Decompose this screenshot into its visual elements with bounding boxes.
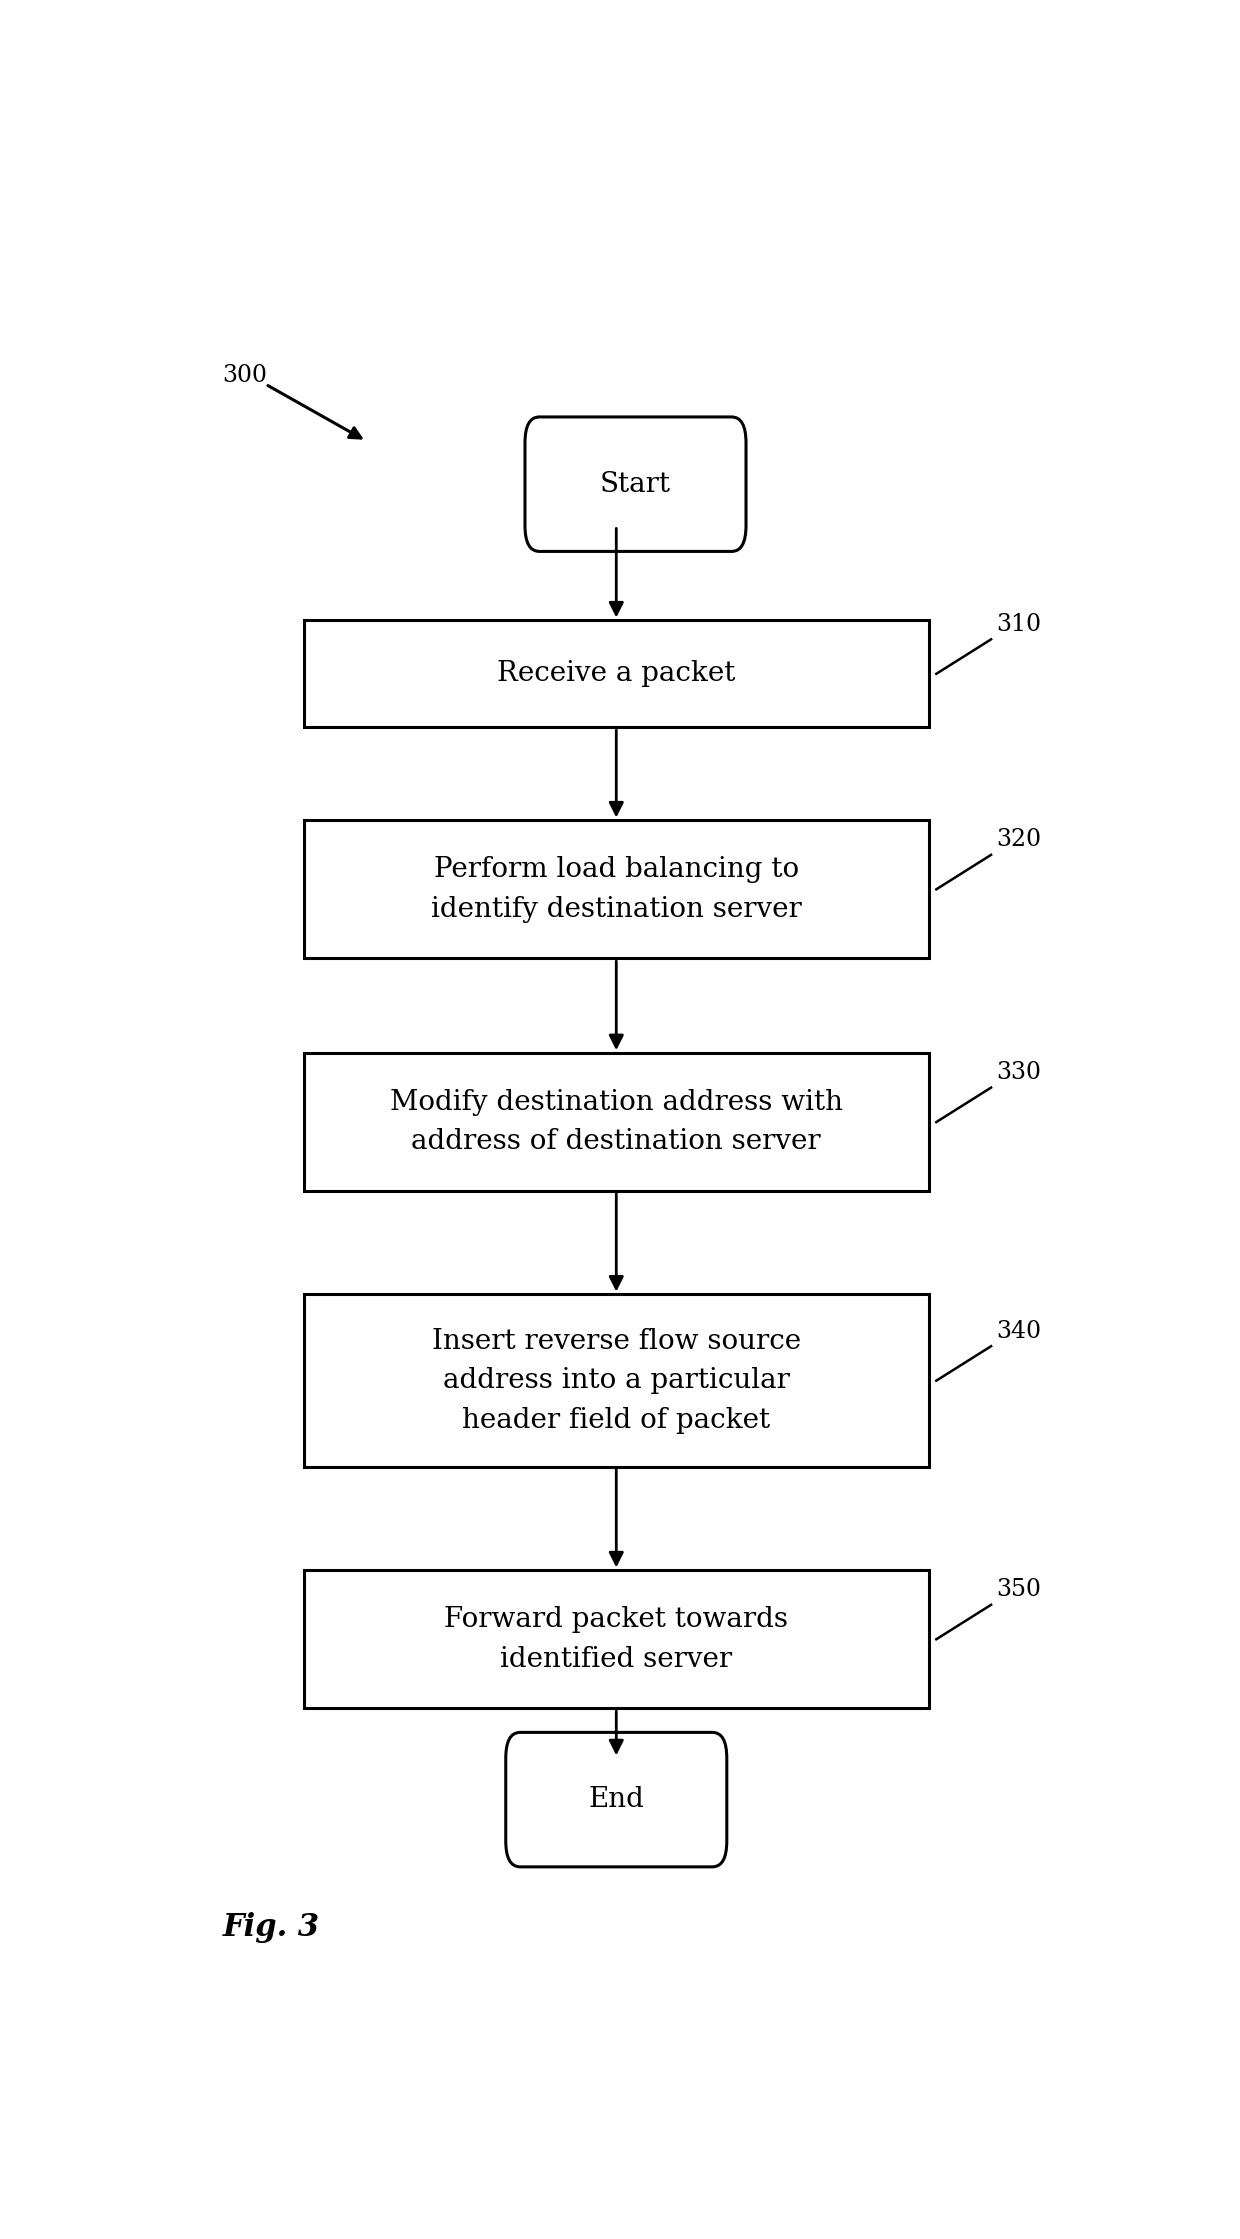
Text: Perform load balancing to
identify destination server: Perform load balancing to identify desti… <box>432 855 801 922</box>
Text: Fig. 3: Fig. 3 <box>222 1912 320 1943</box>
Bar <box>304 1294 929 1467</box>
FancyBboxPatch shape <box>525 416 746 551</box>
Text: 340: 340 <box>996 1319 1042 1343</box>
Text: 300: 300 <box>222 363 268 387</box>
Text: Insert reverse flow source
address into a particular
header field of packet: Insert reverse flow source address into … <box>432 1328 801 1433</box>
Text: 310: 310 <box>996 613 1042 636</box>
Bar <box>304 819 929 958</box>
Text: 350: 350 <box>996 1578 1040 1601</box>
Text: Start: Start <box>600 470 671 497</box>
Text: 330: 330 <box>996 1061 1040 1084</box>
Text: Forward packet towards
identified server: Forward packet towards identified server <box>444 1605 789 1673</box>
Bar <box>304 1570 929 1708</box>
Text: 320: 320 <box>996 828 1042 851</box>
Text: End: End <box>588 1787 645 1814</box>
Bar <box>304 1052 929 1191</box>
FancyBboxPatch shape <box>506 1733 727 1867</box>
Bar <box>304 620 929 728</box>
Text: Receive a packet: Receive a packet <box>497 661 735 687</box>
Text: Modify destination address with
address of destination server: Modify destination address with address … <box>389 1088 843 1155</box>
